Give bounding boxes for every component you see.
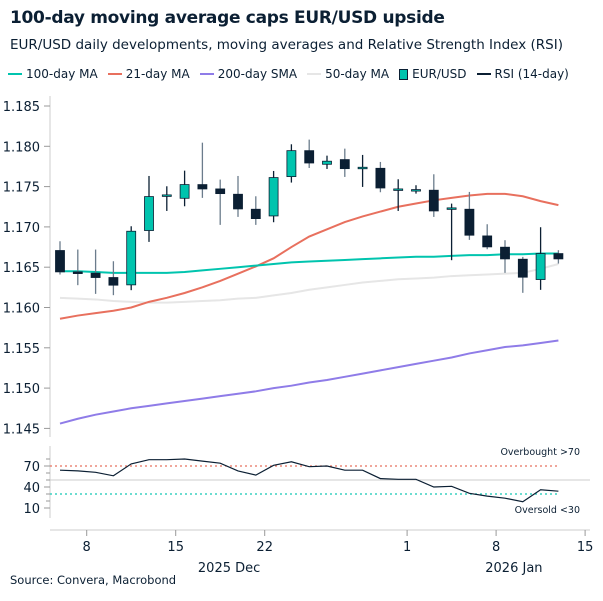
legend-label: 200-day SMA (217, 67, 298, 81)
y-tick-label: 1.170 (3, 221, 40, 236)
legend-swatch (476, 73, 491, 75)
legend-100-day-ma: 100-day MA (8, 67, 98, 81)
legend-label: RSI (14-day) (494, 67, 569, 81)
candle-bearish (72, 271, 83, 274)
ma21-line (59, 192, 559, 320)
candle-bearish (55, 250, 65, 273)
rsi-y-tick-label: 40 (23, 481, 40, 496)
candle-bullish (144, 196, 154, 231)
legend-200-day-sma: 200-day SMA (199, 67, 298, 81)
y-tick-label: 1.180 (3, 140, 40, 155)
rsi-line (59, 458, 559, 503)
candle-bearish (108, 277, 119, 286)
sma200-line (59, 339, 559, 425)
candle-bearish (339, 159, 350, 170)
source-note: Source: Convera, Macrobond (10, 573, 177, 587)
legend-50-day-ma: 50-day MA (307, 67, 389, 81)
y-tick-label: 1.185 (3, 100, 40, 115)
legend-swatch (107, 73, 122, 75)
legend-eurusd: EUR/USD (399, 67, 467, 81)
rsi-y-tick-label: 10 (23, 502, 40, 517)
candle-bearish (517, 258, 528, 278)
y-tick-label: 1.145 (3, 422, 40, 437)
x-month-label: 2025 Dec (198, 561, 260, 576)
candle-bearish (500, 246, 510, 260)
ma50-line (59, 263, 559, 304)
y-tick-label: 1.175 (3, 181, 40, 196)
candle-bullish (411, 189, 421, 192)
candle-bullish (268, 177, 279, 217)
candle-bearish (553, 253, 564, 260)
legend-21-day-ma: 21-day MA (107, 67, 190, 81)
legend-label: EUR/USD (412, 67, 467, 81)
legend-swatch (307, 73, 322, 75)
ma100-line (60, 252, 559, 274)
legend-rsi: RSI (14-day) (476, 67, 569, 81)
legend-label: 100-day MA (26, 67, 98, 81)
candle-bullish (535, 253, 546, 280)
candle-bullish (161, 194, 172, 197)
candle-bearish (375, 167, 386, 189)
candle-bullish (179, 184, 190, 199)
overbought-label: Overbought >70 (500, 447, 580, 458)
candle-bearish (250, 208, 261, 219)
candle-bearish (304, 150, 315, 164)
candle-bearish (90, 272, 101, 278)
x-tick-label: 8 (492, 540, 500, 555)
candle-bullish (446, 207, 457, 210)
candle-bullish (357, 166, 368, 170)
rsi-y-tick-label: 70 (23, 460, 40, 475)
candle-bearish (482, 235, 493, 248)
y-tick-label: 1.165 (3, 261, 40, 276)
x-tick-label: 15 (577, 540, 594, 555)
y-tick-label: 1.160 (3, 302, 40, 317)
x-tick-label: 1 (403, 540, 411, 555)
candle-bearish (464, 208, 475, 236)
candle-bearish (215, 188, 226, 195)
candle-bearish (428, 189, 439, 212)
legend: 100-day MA 21-day MA 200-day SMA 50-day … (8, 67, 569, 81)
oversold-label: Oversold <30 (515, 505, 580, 516)
legend-swatch (199, 73, 214, 75)
candle-bearish (197, 184, 208, 190)
x-tick-label: 15 (167, 540, 184, 555)
legend-label: 50-day MA (325, 67, 390, 81)
candle-bullish (286, 150, 297, 178)
x-tick-label: 8 (83, 540, 91, 555)
x-tick-label: 22 (256, 540, 273, 555)
x-month-label: 2026 Jan (485, 561, 542, 576)
chart-subtitle: EUR/USD daily developments, moving avera… (10, 37, 563, 53)
chart-title: 100-day moving average caps EUR/USD upsi… (10, 8, 445, 28)
y-tick-label: 1.150 (3, 382, 40, 397)
candle-bullish (322, 160, 332, 165)
legend-label: 21-day MA (125, 67, 190, 81)
candle-bearish (233, 193, 243, 210)
legend-swatch (8, 73, 22, 75)
candle-bullish (393, 188, 404, 191)
legend-swatch (399, 68, 409, 80)
y-tick-label: 1.155 (3, 342, 40, 357)
candle-bullish (126, 230, 137, 286)
